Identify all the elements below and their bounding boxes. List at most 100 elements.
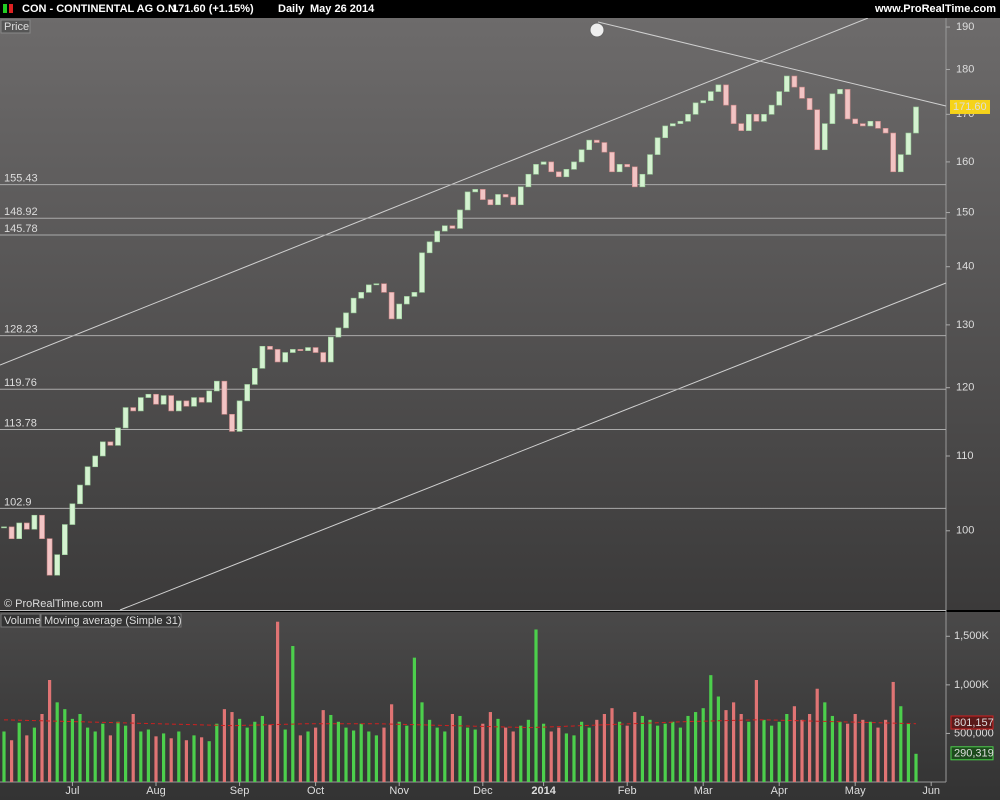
candle bbox=[745, 114, 752, 131]
candle bbox=[396, 303, 403, 320]
volume-bar bbox=[808, 714, 812, 782]
x-tick-label: Nov bbox=[389, 785, 409, 797]
panel-label: Price bbox=[4, 21, 29, 33]
volume-bar bbox=[428, 719, 432, 782]
volume-bar bbox=[458, 715, 462, 782]
volume-bar bbox=[914, 753, 918, 782]
candle bbox=[77, 484, 83, 505]
volume-bar bbox=[732, 702, 736, 782]
candle bbox=[343, 312, 349, 329]
volume-bar bbox=[260, 715, 264, 782]
candle bbox=[441, 225, 448, 232]
candle bbox=[563, 169, 570, 178]
candle bbox=[609, 151, 615, 173]
volume-bar bbox=[382, 727, 386, 782]
volume-bar bbox=[222, 709, 226, 782]
y-tick-label: 500,000 bbox=[954, 727, 994, 739]
candle bbox=[616, 164, 623, 173]
volume-bar bbox=[245, 727, 249, 782]
volume-bar bbox=[352, 730, 356, 782]
volume-bar bbox=[846, 723, 850, 782]
icon bbox=[3, 4, 7, 13]
volume-bar bbox=[648, 719, 652, 782]
candle bbox=[882, 128, 889, 134]
volume-bar bbox=[823, 702, 827, 782]
volume-bar bbox=[473, 729, 477, 782]
legend-ma: Moving average (Simple 31) bbox=[44, 615, 182, 627]
volume-bar bbox=[640, 715, 644, 782]
candle bbox=[525, 173, 532, 188]
candle bbox=[662, 125, 669, 139]
y-tick-label: 140 bbox=[956, 261, 974, 273]
candle bbox=[419, 252, 425, 293]
candle bbox=[685, 114, 691, 122]
volume-bar bbox=[838, 721, 842, 782]
candle bbox=[852, 118, 859, 124]
candle bbox=[358, 292, 365, 299]
candle bbox=[495, 194, 501, 206]
volume-bar bbox=[853, 714, 857, 782]
candle bbox=[259, 345, 266, 369]
candle bbox=[160, 395, 167, 405]
resistance-line bbox=[597, 21, 947, 107]
candle bbox=[449, 225, 456, 229]
volume-bar bbox=[298, 735, 302, 782]
chart: Price © ProRealTime.com 100 110 120 130 140 1… bbox=[0, 18, 1000, 800]
candle bbox=[221, 380, 228, 415]
candle bbox=[92, 455, 98, 468]
candle bbox=[639, 173, 646, 188]
candle bbox=[153, 393, 159, 405]
candle bbox=[730, 104, 737, 124]
candle bbox=[214, 380, 220, 392]
candle bbox=[115, 427, 121, 446]
candle bbox=[814, 109, 821, 151]
candle bbox=[198, 397, 205, 403]
candle bbox=[533, 164, 539, 175]
candle bbox=[457, 209, 463, 229]
candle bbox=[829, 93, 836, 124]
candle bbox=[799, 86, 805, 99]
candle bbox=[875, 120, 881, 129]
candle bbox=[867, 120, 874, 127]
candle bbox=[1, 526, 7, 529]
candle bbox=[654, 137, 661, 155]
x-tick-label: Dec bbox=[473, 785, 493, 797]
x-tick-label: Jun bbox=[922, 785, 940, 797]
candle bbox=[487, 199, 494, 206]
y-tick-label: 150 bbox=[956, 206, 974, 218]
volume-bar bbox=[595, 719, 599, 782]
volume-bar bbox=[374, 735, 378, 782]
volume-bar bbox=[238, 718, 242, 782]
candle bbox=[305, 347, 311, 351]
candle bbox=[905, 132, 912, 155]
candle bbox=[479, 189, 486, 200]
volume-bar bbox=[314, 727, 318, 782]
period: Daily bbox=[278, 3, 305, 15]
volume-bar bbox=[762, 719, 766, 782]
candle bbox=[761, 114, 767, 122]
last-price-label: 171.60 bbox=[953, 101, 987, 113]
candle bbox=[411, 292, 418, 297]
volume-bar bbox=[656, 725, 660, 782]
candle bbox=[46, 538, 53, 576]
volume-bar bbox=[306, 731, 310, 782]
candle bbox=[806, 98, 813, 111]
candle bbox=[176, 400, 182, 412]
volume-bar bbox=[336, 721, 340, 782]
volume-bar bbox=[184, 740, 188, 782]
candle bbox=[753, 114, 760, 122]
candle bbox=[586, 139, 593, 151]
x-tick-label: Oct bbox=[307, 785, 324, 797]
candle bbox=[365, 284, 372, 293]
volume-bar bbox=[63, 709, 67, 782]
candle bbox=[100, 441, 106, 457]
candle bbox=[381, 283, 387, 293]
icon bbox=[9, 4, 13, 13]
candle bbox=[107, 441, 114, 446]
support-label: 102.9 bbox=[4, 496, 32, 508]
channel-lower bbox=[119, 282, 947, 611]
candle bbox=[510, 196, 517, 206]
candle bbox=[464, 191, 471, 211]
candle bbox=[16, 522, 23, 539]
ma-value-label: 801,157 bbox=[954, 717, 994, 729]
